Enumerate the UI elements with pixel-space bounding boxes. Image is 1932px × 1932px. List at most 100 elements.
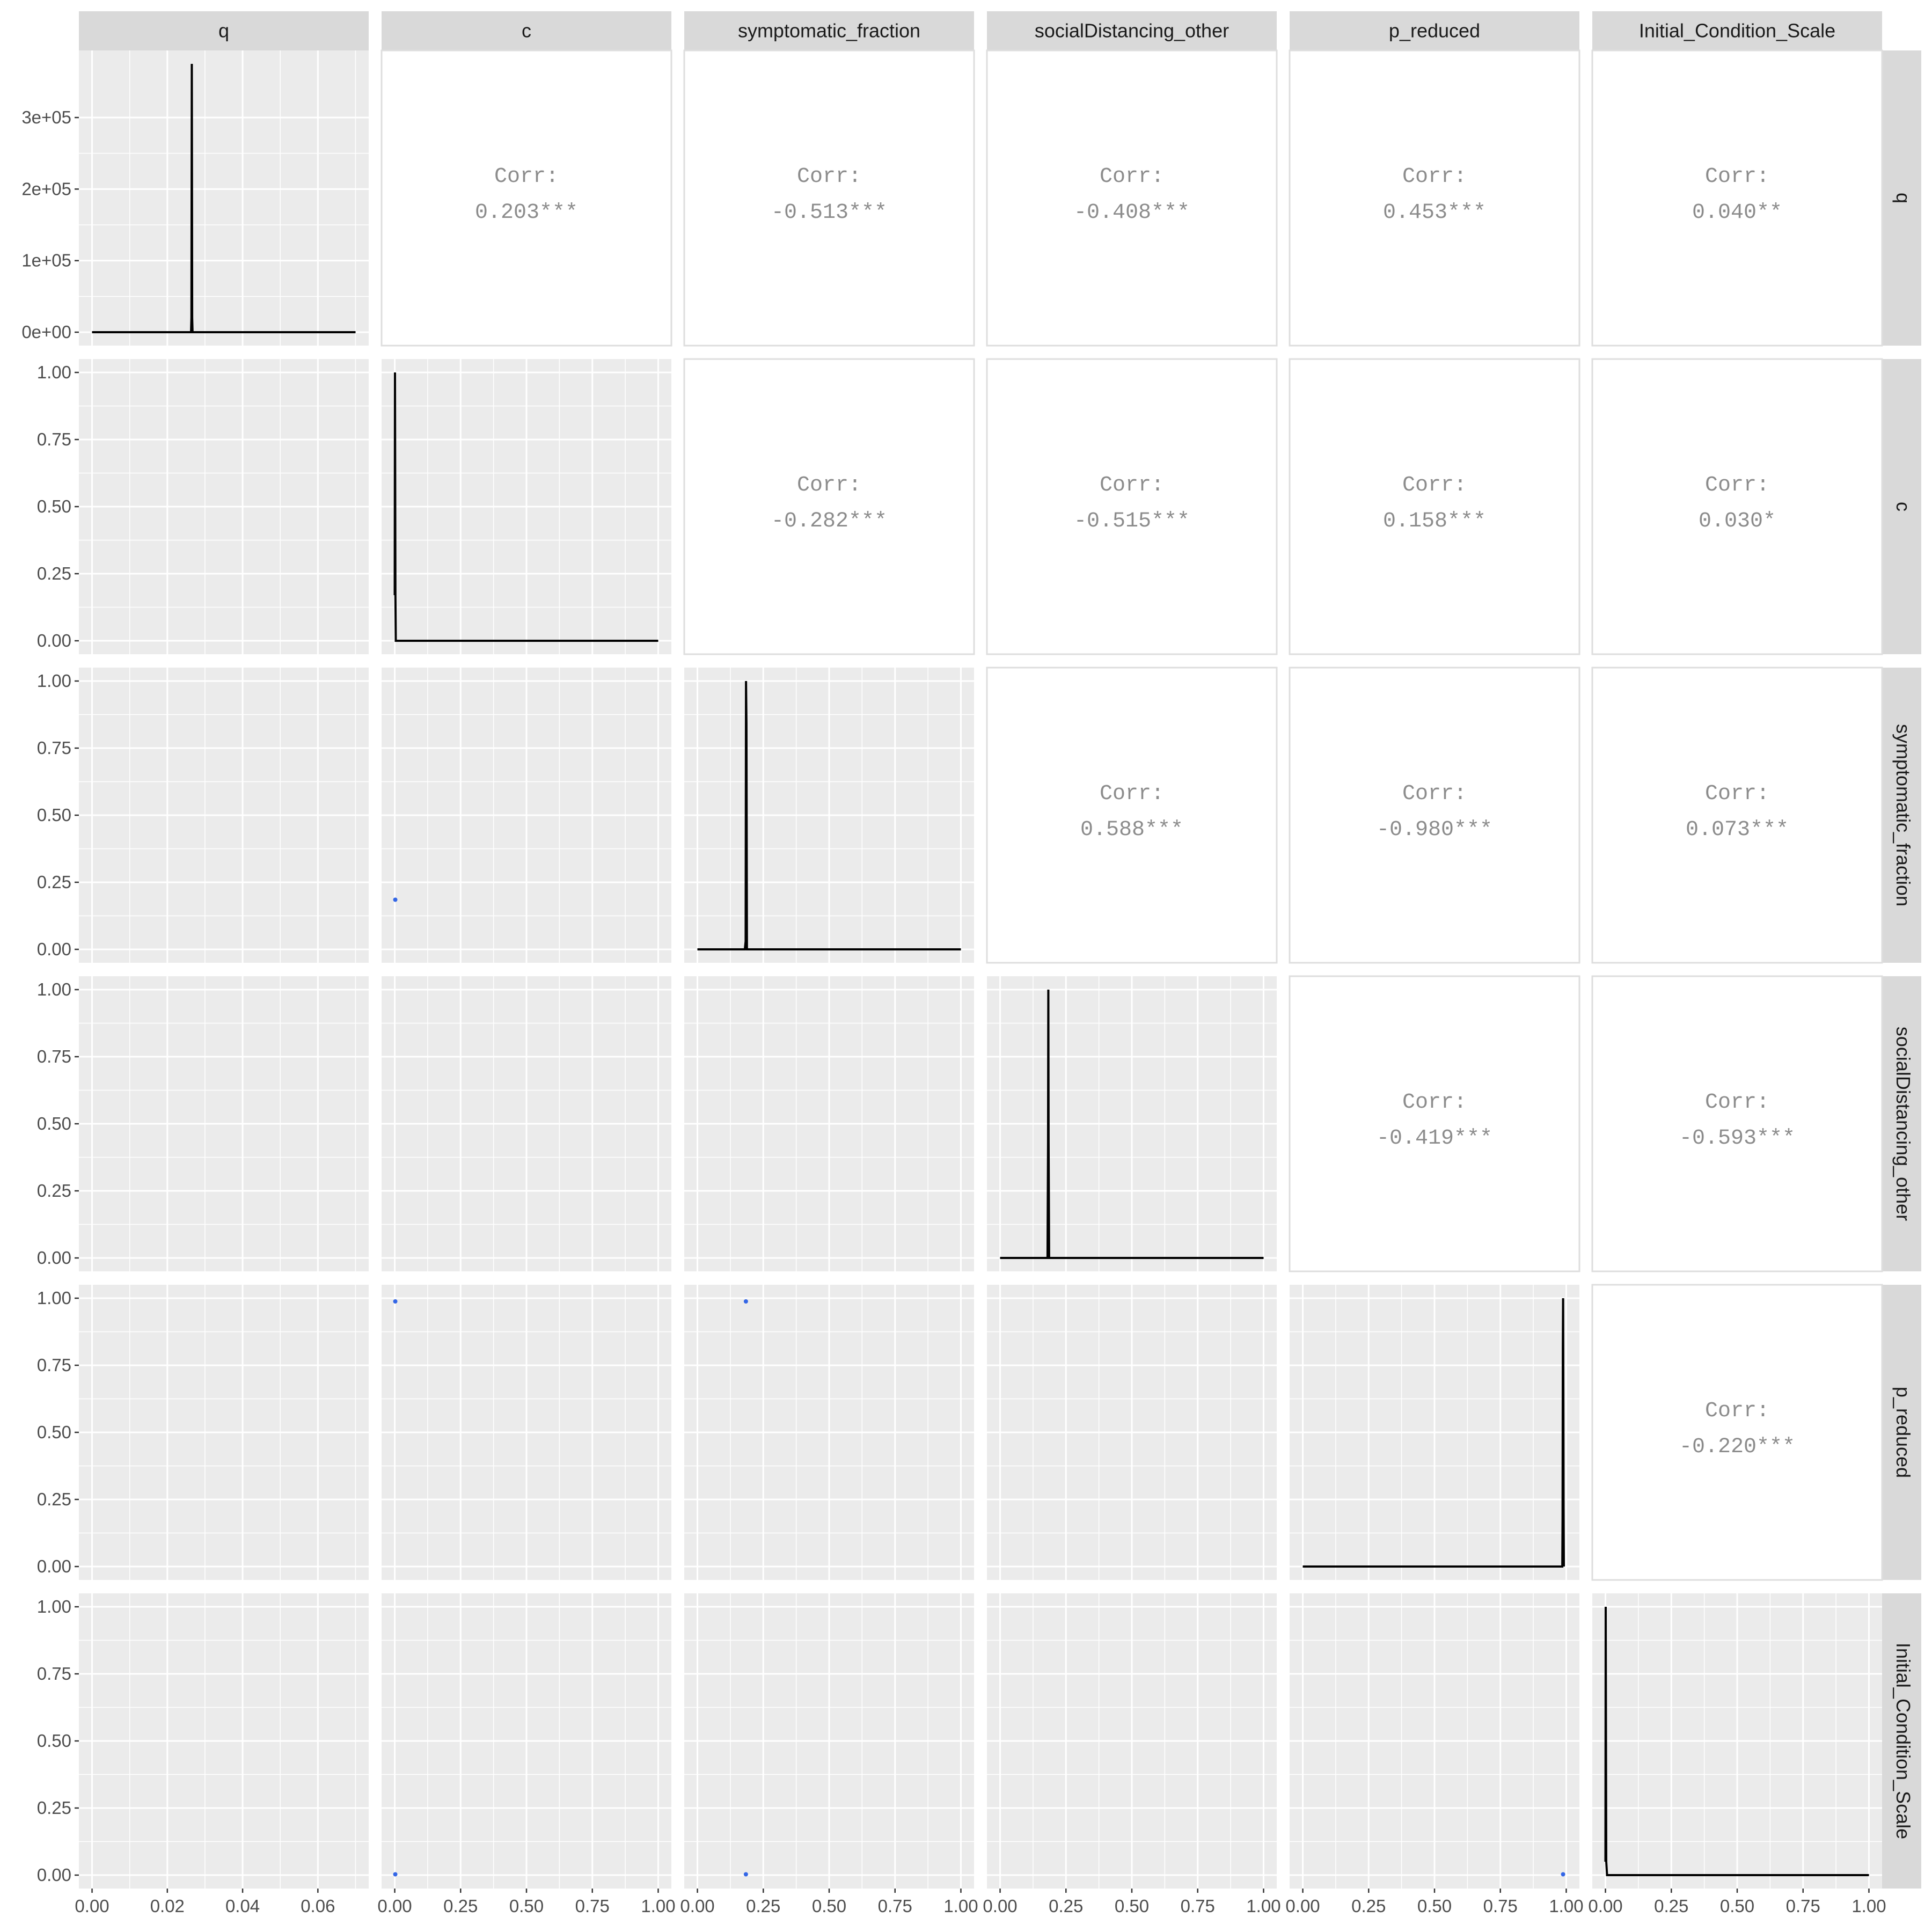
corr-label-c-symptomatic_fraction: Corr: — [797, 473, 861, 497]
density-line-symptomatic_fraction — [697, 680, 961, 950]
y-tick-label-symptomatic_fraction: 0.75 — [37, 738, 71, 758]
strip-top-symptomatic_fraction — [684, 11, 974, 50]
y-tick-label-q: 3e+05 — [21, 107, 71, 127]
corr-label-symptomatic_fraction-Initial_Condition_Scale: Corr: — [1705, 782, 1769, 806]
scatter-point-p_reduced-c — [393, 1299, 398, 1304]
x-tick-label-socialDistancing_other: 0.50 — [1115, 1896, 1149, 1916]
x-tick-label-p_reduced: 0.50 — [1417, 1896, 1452, 1916]
y-tick-label-c: 1.00 — [37, 362, 71, 382]
corr-label-c-Initial_Condition_Scale: Corr: — [1705, 473, 1769, 497]
strip-right-q — [1882, 50, 1921, 346]
x-tick-label-c: 0.75 — [575, 1896, 610, 1916]
corr-value-q-socialDistancing_other: -0.408*** — [1074, 201, 1190, 225]
strip-right-Initial_Condition_Scale — [1882, 1593, 1921, 1889]
y-tick-label-Initial_Condition_Scale: 0.25 — [37, 1798, 71, 1818]
x-tick-label-socialDistancing_other: 0.00 — [983, 1896, 1017, 1916]
y-tick-label-p_reduced: 0.00 — [37, 1556, 71, 1576]
corr-label-symptomatic_fraction-socialDistancing_other: Corr: — [1100, 782, 1164, 806]
strip-label-top-p_reduced: p_reduced — [1389, 20, 1480, 42]
x-tick-label-c: 0.25 — [443, 1896, 478, 1916]
x-tick-label-Initial_Condition_Scale: 0.50 — [1720, 1896, 1754, 1916]
y-tick-label-Initial_Condition_Scale: 0.00 — [37, 1865, 71, 1885]
strip-label-right-c: c — [1892, 502, 1914, 511]
x-tick-label-c: 0.00 — [377, 1896, 412, 1916]
y-tick-label-p_reduced: 1.00 — [37, 1288, 71, 1308]
corr-panel-c-symptomatic_fraction — [683, 358, 975, 655]
corr-label-q-symptomatic_fraction: Corr: — [797, 165, 861, 189]
corr-panel-socialDistancing_other-Initial_Condition_Scale — [1591, 975, 1883, 1272]
corr-panel-q-Initial_Condition_Scale — [1591, 49, 1883, 347]
strip-label-right-q: q — [1892, 193, 1914, 203]
x-tick-label-symptomatic_fraction: 1.00 — [943, 1896, 978, 1916]
corr-panel-symptomatic_fraction-Initial_Condition_Scale — [1591, 667, 1883, 964]
y-tick-label-c: 0.25 — [37, 564, 71, 583]
corr-value-p_reduced-Initial_Condition_Scale: -0.220*** — [1679, 1435, 1795, 1459]
strip-right-socialDistancing_other — [1882, 976, 1921, 1271]
y-tick-label-c: 0.00 — [37, 631, 71, 650]
corr-label-socialDistancing_other-Initial_Condition_Scale: Corr: — [1705, 1091, 1769, 1115]
strip-top-Initial_Condition_Scale — [1592, 11, 1882, 50]
scatter-point-p_reduced-symptomatic_fraction — [743, 1299, 748, 1304]
corr-value-socialDistancing_other-Initial_Condition_Scale: -0.593*** — [1679, 1126, 1795, 1151]
y-tick-label-socialDistancing_other: 0.50 — [37, 1114, 71, 1133]
y-tick-label-symptomatic_fraction: 0.50 — [37, 805, 71, 825]
y-tick-label-q: 2e+05 — [21, 179, 71, 199]
strip-right-c — [1882, 359, 1921, 654]
x-tick-label-q: 0.02 — [150, 1896, 185, 1916]
x-tick-label-c: 1.00 — [641, 1896, 675, 1916]
scatter-point-Initial_Condition_Scale-c — [393, 1872, 398, 1877]
corr-panel-symptomatic_fraction-socialDistancing_other — [986, 667, 1278, 964]
x-tick-label-socialDistancing_other: 0.25 — [1049, 1896, 1083, 1916]
density-line-Initial_Condition_Scale — [1604, 1606, 1869, 1876]
y-tick-label-socialDistancing_other: 0.25 — [37, 1181, 71, 1201]
y-tick-label-p_reduced: 0.75 — [37, 1355, 71, 1375]
corr-label-q-p_reduced: Corr: — [1402, 165, 1467, 189]
strip-top-c — [382, 11, 671, 50]
y-tick-label-socialDistancing_other: 0.75 — [37, 1046, 71, 1066]
density-line-c — [393, 372, 658, 642]
corr-label-c-p_reduced: Corr: — [1402, 473, 1467, 497]
corr-panel-q-socialDistancing_other — [986, 49, 1278, 347]
x-tick-label-Initial_Condition_Scale: 0.75 — [1786, 1896, 1820, 1916]
strip-top-q — [79, 11, 369, 50]
x-tick-label-c: 0.50 — [509, 1896, 544, 1916]
corr-value-c-Initial_Condition_Scale: 0.030* — [1699, 509, 1776, 533]
y-tick-label-Initial_Condition_Scale: 1.00 — [37, 1597, 71, 1616]
corr-label-q-socialDistancing_other: Corr: — [1100, 165, 1164, 189]
corr-label-q-c: Corr: — [494, 165, 559, 189]
strip-label-top-symptomatic_fraction: symptomatic_fraction — [738, 20, 920, 42]
y-tick-label-q: 0e+00 — [21, 322, 71, 342]
corr-value-symptomatic_fraction-socialDistancing_other: 0.588*** — [1080, 818, 1183, 842]
y-tick-label-Initial_Condition_Scale: 0.50 — [37, 1731, 71, 1751]
strip-label-top-c: c — [522, 20, 531, 42]
corr-panel-socialDistancing_other-p_reduced — [1289, 975, 1580, 1272]
scatter-point-Initial_Condition_Scale-p_reduced — [1561, 1872, 1565, 1877]
density-line-q — [92, 63, 356, 333]
y-tick-label-q: 1e+05 — [21, 251, 71, 270]
y-tick-label-Initial_Condition_Scale: 0.75 — [37, 1664, 71, 1684]
strip-label-top-socialDistancing_other: socialDistancing_other — [1035, 20, 1229, 42]
y-tick-label-socialDistancing_other: 1.00 — [37, 979, 71, 999]
corr-value-c-p_reduced: 0.158*** — [1383, 509, 1486, 533]
corr-value-symptomatic_fraction-p_reduced: -0.980*** — [1377, 818, 1492, 842]
corr-value-q-Initial_Condition_Scale: 0.040** — [1692, 201, 1782, 225]
x-tick-label-p_reduced: 1.00 — [1549, 1896, 1583, 1916]
x-tick-label-Initial_Condition_Scale: 0.25 — [1654, 1896, 1688, 1916]
y-tick-label-p_reduced: 0.25 — [37, 1489, 71, 1509]
corr-panel-symptomatic_fraction-p_reduced — [1289, 667, 1580, 964]
x-tick-label-q: 0.06 — [301, 1896, 335, 1916]
corr-panel-q-symptomatic_fraction — [683, 49, 975, 347]
corr-value-q-c: 0.203*** — [475, 201, 578, 225]
strip-label-right-socialDistancing_other: socialDistancing_other — [1892, 1027, 1914, 1221]
density-line-p_reduced — [1302, 1298, 1565, 1568]
corr-panel-q-c — [380, 49, 672, 347]
panel-q-q — [79, 50, 369, 346]
x-tick-label-symptomatic_fraction: 0.25 — [746, 1896, 780, 1916]
y-tick-label-p_reduced: 0.50 — [37, 1422, 71, 1442]
corr-panel-p_reduced-Initial_Condition_Scale — [1591, 1284, 1883, 1581]
corr-panel-q-p_reduced — [1289, 49, 1580, 347]
corr-value-socialDistancing_other-p_reduced: -0.419*** — [1377, 1126, 1492, 1151]
corr-label-q-Initial_Condition_Scale: Corr: — [1705, 165, 1769, 189]
y-tick-label-c: 0.50 — [37, 496, 71, 516]
